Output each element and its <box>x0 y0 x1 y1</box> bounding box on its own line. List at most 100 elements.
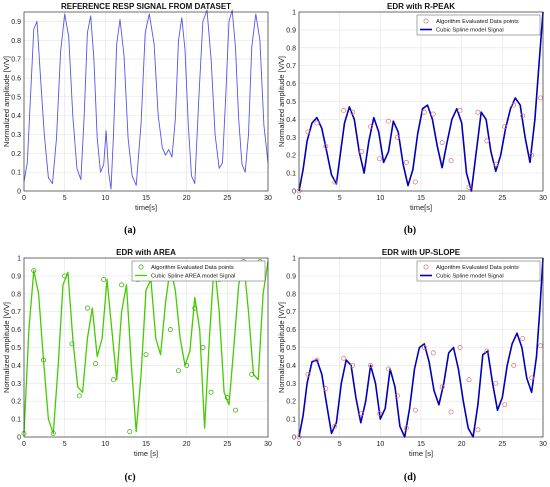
y-tick-label: 0.4 <box>11 113 21 120</box>
y-tick-label: 0.5 <box>11 94 21 101</box>
data-point <box>167 327 173 333</box>
y-axis-label: Normalized amplitude [V/V] <box>277 56 286 147</box>
data-point <box>386 366 391 372</box>
y-tick-label: 0.5 <box>286 99 296 106</box>
x-tick-label: 30 <box>539 441 547 448</box>
y-tick-label: 0 <box>17 189 21 196</box>
x-tick-label: 5 <box>63 195 67 202</box>
axes-frame <box>23 11 269 192</box>
data-point <box>341 355 347 361</box>
data-point <box>127 429 133 435</box>
data-point <box>421 345 427 350</box>
chart-edr-upslope: 0 5 10 15 20 25 30 0 0.1 0.2 0.3 0.4 0.5 0.6 0.7 0.8 0.9… <box>277 248 547 458</box>
y-tick-label: 0.2 <box>286 153 296 160</box>
data-point <box>76 393 82 399</box>
y-tick-label: 1 <box>292 256 296 263</box>
data-point <box>511 102 517 108</box>
y-tick-label: 0.7 <box>11 57 21 64</box>
data-point <box>359 411 365 417</box>
data-point <box>323 386 329 392</box>
y-tick-label: 0.1 <box>286 417 296 424</box>
y-axis-label: Normalized amplitude [V/V] <box>277 302 286 393</box>
data-point <box>359 149 365 155</box>
x-tick-label: 0 <box>297 441 301 448</box>
data-point <box>412 407 418 413</box>
data-point <box>466 184 472 190</box>
y-tick-label: 0.1 <box>11 170 21 177</box>
y-tick-label: 0 <box>292 435 296 442</box>
data-point <box>184 362 190 368</box>
data-point <box>305 129 311 135</box>
data-point <box>403 425 409 431</box>
y-tick-label: 0.1 <box>11 417 21 424</box>
data-point <box>305 371 311 377</box>
data-point <box>200 345 206 350</box>
data-point <box>249 371 255 377</box>
data-point <box>314 357 320 363</box>
caption-d: (d) <box>403 472 417 483</box>
y-tick-label: 0.6 <box>11 75 21 82</box>
y-tick-label: 0.3 <box>286 381 296 388</box>
data-point <box>502 124 508 130</box>
y-tick-label: 1 <box>17 256 21 263</box>
y-tick-label: 0.8 <box>286 291 296 298</box>
legend-point-marker <box>423 18 429 24</box>
data-point <box>439 384 445 390</box>
data-point <box>412 179 418 185</box>
data-point <box>143 352 149 358</box>
chart-reference-resp: 0 5 10 15 20 25 30 0 0.1 0.2 0.3 0.4 0.5 0.6 0.7 0.8 0.9… <box>2 2 272 212</box>
data-point <box>430 350 436 356</box>
legend-box <box>131 260 266 282</box>
x-tick-label: 0 <box>22 195 26 202</box>
y-tick-label: 0.9 <box>11 273 21 280</box>
data-point <box>466 377 472 383</box>
data-point <box>430 111 436 117</box>
data-point <box>332 179 338 185</box>
y-tick-label: 0.7 <box>11 309 21 316</box>
x-axis-label: time [s] <box>409 449 433 458</box>
x-tick-label: 20 <box>183 195 191 202</box>
chart-title: EDR with AREA <box>116 248 176 257</box>
caption-b: (b) <box>403 225 417 236</box>
y-tick-label: 0.2 <box>11 151 21 158</box>
series-line <box>23 260 269 435</box>
y-tick-label: 0.2 <box>11 399 21 406</box>
data-point <box>529 375 535 381</box>
data-point <box>62 273 68 279</box>
data-point <box>484 348 490 354</box>
x-tick-label: 15 <box>142 195 150 202</box>
legend-point-marker <box>423 264 429 270</box>
x-tick-label: 15 <box>142 441 150 448</box>
y-tick-label: 0.6 <box>286 327 296 334</box>
series-line <box>23 9 269 190</box>
data-point <box>323 143 329 149</box>
x-tick-label: 10 <box>101 441 109 448</box>
data-point <box>192 305 198 311</box>
data-point <box>529 152 535 158</box>
data-point <box>448 158 454 164</box>
x-tick-label: 15 <box>417 441 425 448</box>
x-tick-label: 20 <box>183 441 191 448</box>
x-tick-label: 15 <box>417 195 425 202</box>
y-tick-label: 0.6 <box>286 81 296 88</box>
y-tick-label: 0.1 <box>286 171 296 178</box>
data-point <box>101 277 107 282</box>
series-line <box>298 11 544 192</box>
data-point <box>208 389 214 395</box>
y-tick-label: 0.3 <box>286 135 296 142</box>
axes-frame <box>298 257 544 438</box>
data-point <box>341 107 347 113</box>
data-point <box>457 345 463 350</box>
caption-c: (c) <box>124 472 136 483</box>
y-tick-label: 0.7 <box>286 63 296 70</box>
y-tick-label: 0.7 <box>286 309 296 316</box>
chart-edr-rpeak: 0 5 10 15 20 25 30 0 0.1 0.2 0.3 0.4 0.5 0.6 0.7 0.8 0.9… <box>277 2 547 212</box>
data-point <box>111 377 116 383</box>
data-point <box>41 357 46 363</box>
chart-title: EDR with R-PEAK <box>387 2 455 11</box>
x-tick-label: 30 <box>539 195 547 202</box>
data-point <box>475 427 481 433</box>
data-point <box>84 305 90 311</box>
x-tick-label: 30 <box>264 195 272 202</box>
x-tick-label: 10 <box>376 441 384 448</box>
